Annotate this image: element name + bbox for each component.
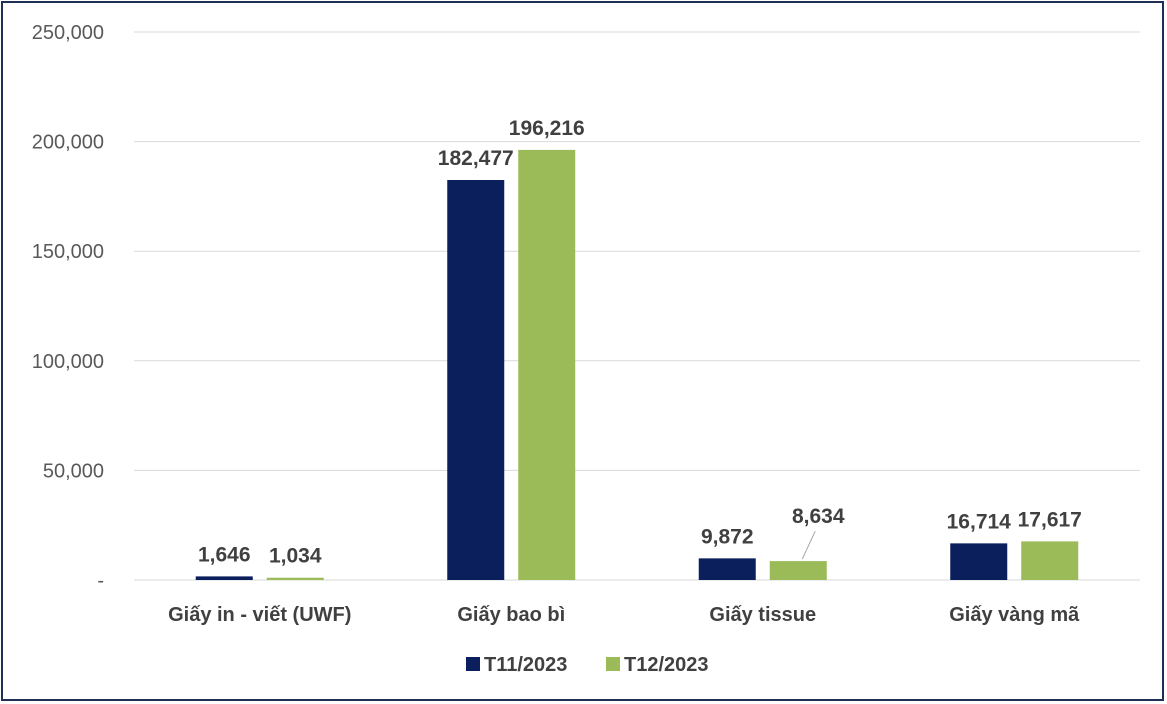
legend-swatch	[466, 657, 480, 671]
data-label: 1,646	[198, 543, 251, 566]
y-tick-label: 50,000	[43, 460, 104, 482]
bar	[195, 576, 253, 580]
y-tick-label: 250,000	[32, 22, 104, 44]
y-tick-label: 100,000	[32, 351, 104, 373]
x-tick-label: Giấy bao bì	[457, 604, 565, 626]
bar	[950, 543, 1008, 580]
data-label: 1,034	[269, 545, 322, 568]
y-tick-label: 200,000	[32, 132, 104, 154]
x-tick-label: Giấy in - viết (UWF)	[168, 604, 351, 626]
data-label: 17,617	[1018, 508, 1082, 531]
bar	[769, 561, 827, 580]
x-axis-categories: Giấy in - viết (UWF) Giấy bao bì Giấy tiss…	[168, 604, 1080, 626]
bar	[266, 577, 324, 580]
data-label: 9,872	[701, 525, 754, 548]
bar	[1021, 541, 1079, 580]
x-tick-label: Giấy tissue	[709, 604, 816, 626]
y-tick-label: -	[97, 570, 104, 592]
data-label: 16,714	[947, 510, 1012, 533]
data-label: 182,477	[438, 147, 514, 170]
legend-label: T12/2023	[624, 654, 709, 676]
data-label-leader	[801, 530, 816, 560]
y-axis-ticks: - 50,000 100,000 150,000 200,000 250,000	[32, 22, 104, 592]
legend-swatch	[606, 657, 620, 671]
data-label: 196,216	[509, 117, 585, 140]
y-tick-label: 150,000	[32, 241, 104, 263]
data-label: 8,634	[792, 505, 845, 528]
data-labels: 1,646 1,034 182,477 196,216 9,872 8,634 16,714…	[198, 117, 1082, 568]
bar	[518, 149, 576, 580]
bars	[195, 149, 1079, 580]
legend-label: T11/2023	[484, 654, 567, 676]
bar	[698, 558, 756, 580]
bar	[447, 180, 505, 580]
x-tick-label: Giấy vàng mã	[949, 604, 1080, 626]
legend: T11/2023 T12/2023	[466, 654, 709, 676]
gridlines	[134, 31, 1140, 581]
